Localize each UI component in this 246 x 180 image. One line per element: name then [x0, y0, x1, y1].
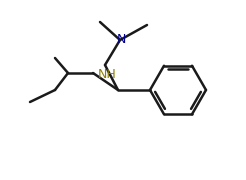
Text: NH: NH	[98, 68, 116, 80]
Text: N: N	[116, 33, 126, 46]
